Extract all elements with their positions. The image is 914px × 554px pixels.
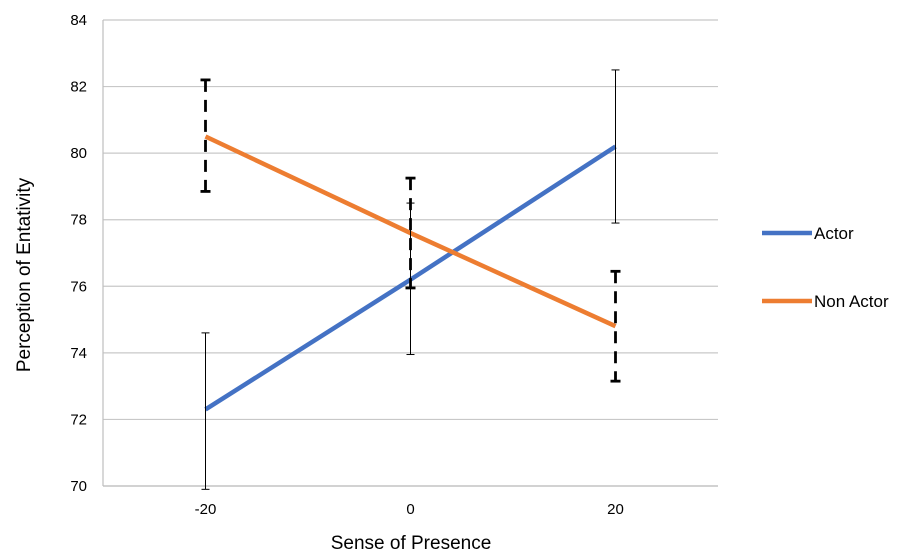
x-tick-label: 20 (607, 501, 624, 518)
x-tick-label: -20 (195, 501, 217, 518)
y-tick-label: 82 (70, 79, 87, 96)
x-axis-ticks: -20 0 20 (195, 501, 624, 518)
legend-label: Actor (814, 224, 854, 243)
y-axis-title: Perception of Entativity (14, 177, 35, 372)
y-tick-label: 84 (70, 12, 87, 29)
error-bar-non-actor (405, 176, 416, 290)
error-bar-actor (611, 69, 620, 224)
legend-label: Non Actor (814, 292, 889, 311)
error-bar-actor (201, 332, 210, 490)
error-bars (200, 69, 621, 490)
error-bar-non-actor (610, 269, 621, 383)
y-tick-label: 70 (70, 478, 87, 495)
y-tick-label: 76 (70, 278, 87, 295)
y-tick-label: 80 (70, 145, 87, 162)
y-axis-ticks: 70 72 74 76 78 80 82 84 (70, 12, 87, 495)
x-axis-title: Sense of Presence (331, 533, 492, 554)
y-tick-label: 78 (70, 212, 87, 229)
y-tick-label: 74 (70, 345, 87, 362)
error-bar-non-actor (200, 78, 211, 193)
x-tick-label: 0 (406, 501, 414, 518)
y-tick-label: 72 (70, 411, 87, 428)
legend: Actor Non Actor (762, 224, 889, 311)
